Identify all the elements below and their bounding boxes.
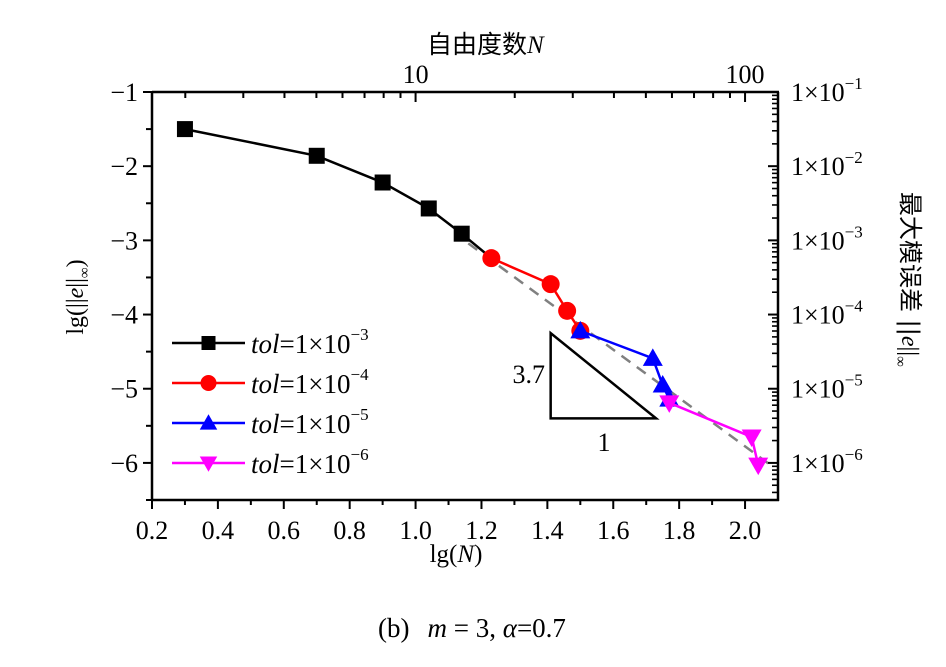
data-point-triangle-down [748, 457, 769, 476]
right-tick-base: 1×10 [791, 226, 845, 255]
data-point-triangle-up [199, 414, 218, 430]
series-line [184, 127, 493, 260]
slope-rise-label: 3.7 [513, 360, 546, 389]
data-point-square [453, 225, 470, 242]
data-point-square [420, 200, 437, 217]
legend-label: tol=1×10−5 [251, 405, 369, 439]
top-tick-label: 10 [403, 60, 429, 89]
data-point-triangle-down [199, 456, 218, 472]
data-point-triangle-down [741, 429, 762, 447]
legend-eq: =1×10 [280, 449, 351, 479]
right-tick-base: 1×10 [791, 301, 845, 330]
right-tick-exponent: −5 [845, 371, 863, 390]
right-tick-exponent: −3 [845, 222, 863, 241]
right-tick-label: 1×10−3 [791, 222, 863, 255]
legend-item: tol=1×10−6 [172, 445, 369, 479]
series-line [490, 257, 582, 332]
y-tick-label: −2 [110, 152, 138, 181]
x-tick-label: 0.4 [202, 516, 235, 545]
legend-exp: −6 [350, 445, 368, 464]
data-point-triangle-up [642, 348, 663, 366]
y-tick-label: −3 [110, 226, 138, 255]
legend-label: tol=1×10−6 [251, 445, 369, 479]
right-tick-base: 1×10 [791, 449, 845, 478]
legend-var: tol [251, 409, 280, 439]
y-axis-label: lg(||e||∞) [63, 259, 93, 334]
reference-slope-line [467, 242, 776, 470]
legend-exp: −5 [350, 405, 368, 424]
legend-exp: −3 [350, 325, 368, 344]
data-point-circle [200, 375, 217, 391]
x-tick-label: 0.8 [333, 516, 366, 545]
x-tick-label: 1.0 [399, 516, 432, 545]
legend-eq: =1×10 [280, 329, 351, 359]
legend-var: tol [251, 449, 280, 479]
top-axis-label: 自由度数N [427, 30, 545, 59]
right-tick-base: 1×10 [791, 375, 845, 404]
series-layer [176, 121, 769, 476]
right-tick-base: 1×10 [791, 152, 845, 181]
legend-label: tol=1×10−4 [251, 365, 369, 399]
legend-eq: =1×10 [280, 409, 351, 439]
legend-var: tol [251, 329, 280, 359]
x-tick-label: 0.6 [268, 516, 301, 545]
axes-layer [143, 90, 780, 509]
data-point-square [308, 147, 325, 164]
legend-item: tol=1×10−3 [172, 325, 369, 359]
right-axis-label: 最大模误差 ||e||∞ [892, 192, 924, 367]
reference-line-layer [467, 242, 776, 470]
right-tick-exponent: −4 [845, 297, 864, 316]
y-tick-label: −5 [110, 375, 138, 404]
data-point-circle [482, 249, 501, 268]
y-tick-label: −4 [110, 301, 138, 330]
right-tick-label: 1×10−6 [791, 445, 863, 478]
x-tick-label: 1.4 [531, 516, 564, 545]
right-tick-label: 1×10−5 [791, 371, 863, 404]
right-tick-exponent: −6 [845, 445, 863, 464]
right-tick-label: 1×10−2 [791, 148, 863, 181]
right-tick-label: 1×10−4 [791, 297, 863, 330]
legend-label: tol=1×10−3 [251, 325, 369, 359]
data-point-triangle-down [659, 395, 680, 413]
data-point-square [176, 121, 193, 138]
data-point-triangle-up [570, 320, 591, 339]
legend-item: tol=1×10−4 [172, 365, 369, 399]
legend-exp: −4 [350, 365, 369, 384]
x-tick-label: 0.2 [136, 516, 169, 545]
labels-layer: 0.2 0.4 0.6 0.8 1.0 1.2 1.4 1.6 1.8 2.0 −1 −2 −3 −4 −5… [110, 60, 863, 545]
slope-run-label: 1 [598, 428, 611, 457]
top-tick-label: 100 [726, 60, 765, 89]
series-1 [176, 121, 493, 260]
y-tick-label: −6 [110, 449, 138, 478]
data-point-circle [541, 275, 560, 294]
y-tick-label: −1 [110, 78, 138, 107]
x-tick-label: 1.2 [465, 516, 498, 545]
right-tick-label: 1×10−1 [791, 74, 863, 107]
slope-triangle [549, 330, 660, 420]
legend-var: tol [251, 369, 280, 399]
data-point-circle [558, 301, 577, 320]
data-point-triangle-up [652, 375, 673, 393]
figure-caption: (b) m = 3, α=0.7 [378, 613, 566, 643]
right-tick-base: 1×10 [791, 78, 845, 107]
right-tick-exponent: −1 [845, 74, 863, 93]
x-tick-label: 1.6 [597, 516, 630, 545]
legend-item: tol=1×10−5 [172, 405, 369, 439]
data-point-square [374, 174, 391, 191]
data-point-square [201, 336, 216, 350]
x-tick-label: 2.0 [729, 516, 762, 545]
series-2 [482, 249, 590, 340]
x-tick-label: 1.8 [663, 516, 696, 545]
series-4 [659, 395, 769, 476]
x-axis-label: lg(N) [430, 541, 483, 568]
slope-triangle-layer [549, 330, 660, 420]
right-tick-exponent: −2 [845, 148, 863, 167]
legend-eq: =1×10 [280, 369, 351, 399]
